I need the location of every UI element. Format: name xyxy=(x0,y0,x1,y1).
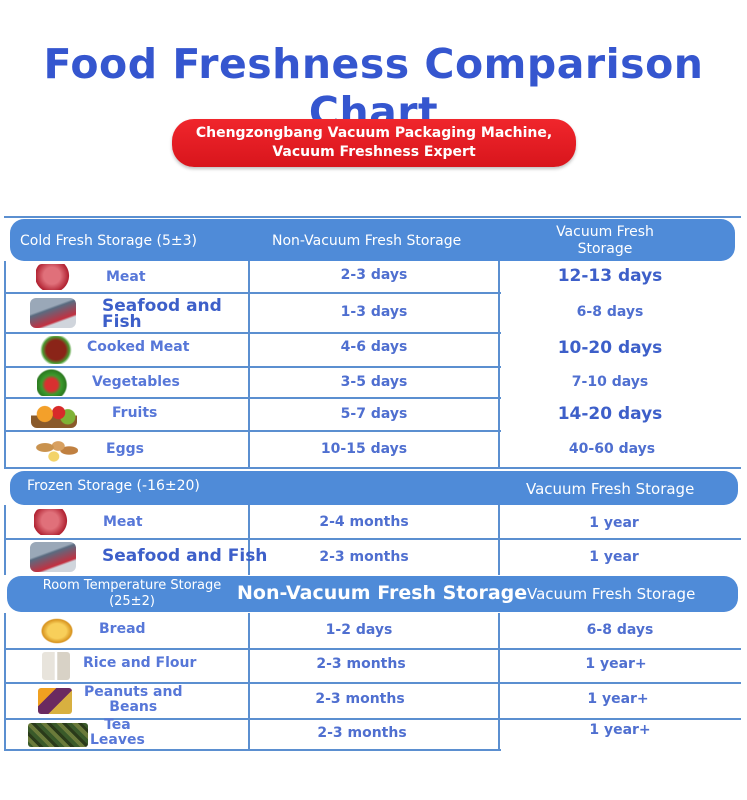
meat-icon xyxy=(36,264,76,290)
room-title-line1: Room Temperature Storage xyxy=(42,578,222,593)
food-label: Eggs xyxy=(106,441,144,457)
food-label: Meat xyxy=(106,269,146,285)
table-left-border xyxy=(4,505,6,575)
brand-badge: Chengzongbang Vacuum Packaging Machine, … xyxy=(172,119,576,167)
vacuum-value: 1 year+ xyxy=(589,722,651,738)
row-divider xyxy=(4,682,741,684)
page-title: Food Freshness Comparison Chart xyxy=(43,40,704,136)
non-vacuum-value: 1-3 days xyxy=(340,304,408,320)
row-divider xyxy=(4,292,501,294)
food-label: Fruits xyxy=(112,405,158,421)
non-vacuum-value: 2-3 months xyxy=(316,656,406,672)
vacuum-value: 40-60 days xyxy=(568,441,656,457)
col-non-vacuum-label: Non-Vacuum Fresh Storage xyxy=(272,233,462,249)
row-divider xyxy=(4,430,501,432)
row-divider xyxy=(4,366,501,368)
non-vacuum-value: 2-3 months xyxy=(315,691,405,707)
row-divider xyxy=(4,332,501,334)
non-vacuum-value: 4-6 days xyxy=(340,339,408,355)
row-divider xyxy=(4,467,741,469)
table-top-border xyxy=(4,216,741,218)
column-divider xyxy=(498,261,500,467)
bread-icon xyxy=(38,616,76,646)
frozen-col-vacuum-label: Vacuum Fresh Storage xyxy=(526,480,695,498)
vacuum-value: 1 year+ xyxy=(587,691,649,707)
non-vacuum-value: 3-5 days xyxy=(340,374,408,390)
col-vacuum-label-line2: Storage xyxy=(577,241,633,257)
non-vacuum-value: 2-4 months xyxy=(319,514,409,530)
food-label: Meat xyxy=(103,514,143,530)
room-col-non-vacuum-label: Non-Vacuum Fresh Storage xyxy=(237,582,528,604)
table-bottom-border xyxy=(4,749,501,751)
peanuts-beans-icon xyxy=(38,688,72,714)
food-label-line1: Peanuts and xyxy=(84,684,183,700)
cold-storage-title: Cold Fresh Storage (5±3) xyxy=(20,233,197,249)
row-divider xyxy=(4,538,741,540)
vacuum-value: 1 year xyxy=(589,515,639,531)
fish-icon xyxy=(30,298,76,328)
non-vacuum-value: 2-3 days xyxy=(340,267,408,283)
row-divider xyxy=(4,648,741,650)
col-vacuum-label-line1: Vacuum Fresh xyxy=(556,224,654,240)
column-divider xyxy=(498,613,500,749)
food-label-line2: Leaves xyxy=(90,732,145,748)
frozen-storage-title: Frozen Storage (-16±20) xyxy=(27,478,200,494)
food-label-line1: Seafood and xyxy=(102,296,222,316)
food-label: Cooked Meat xyxy=(87,339,190,355)
food-label: Rice and Flour xyxy=(83,655,197,671)
room-storage-header: Room Temperature Storage (25±2) Non-Vacu… xyxy=(7,576,738,612)
vacuum-value: 10-20 days xyxy=(557,338,663,358)
column-divider xyxy=(248,613,250,749)
vacuum-value: 7-10 days xyxy=(571,374,649,390)
frozen-storage-header: Frozen Storage (-16±20) Vacuum Fresh Sto… xyxy=(10,471,738,505)
column-divider xyxy=(498,505,500,575)
row-divider xyxy=(4,397,501,399)
tea-leaves-icon xyxy=(28,723,88,747)
table-left-border xyxy=(4,261,6,467)
food-label: Seafood and Fish xyxy=(102,546,268,566)
food-label-line1: Tea xyxy=(104,717,131,733)
non-vacuum-value: 5-7 days xyxy=(340,406,408,422)
rice-flour-icon xyxy=(42,652,70,680)
room-col-vacuum-label: Vacuum Fresh Storage xyxy=(527,585,696,603)
fish-icon xyxy=(30,542,76,572)
room-title-line2: (25±2) xyxy=(109,594,155,609)
column-divider xyxy=(248,505,250,575)
eggs-icon xyxy=(34,434,78,464)
non-vacuum-value: 1-2 days xyxy=(325,622,393,638)
food-label: Vegetables xyxy=(92,374,180,390)
column-divider xyxy=(248,261,250,467)
badge-line-2: Vacuum Freshness Expert xyxy=(272,144,476,160)
food-label: Tea Leaves xyxy=(90,718,145,748)
vacuum-value: 12-13 days xyxy=(557,266,663,286)
badge-line-1: Chengzongbang Vacuum Packaging Machine, xyxy=(195,125,553,141)
fruits-icon xyxy=(31,400,77,428)
vacuum-value: 14-20 days xyxy=(557,404,663,424)
room-storage-title: Room Temperature Storage (25±2) xyxy=(27,578,237,610)
cold-storage-header: Cold Fresh Storage (5±3) Non-Vacuum Fres… xyxy=(10,219,735,261)
food-label-line2: Beans xyxy=(109,699,158,715)
meat-icon xyxy=(34,509,74,535)
table-left-border xyxy=(4,613,6,749)
row-divider xyxy=(4,718,741,720)
cooked-meat-icon xyxy=(36,336,76,364)
non-vacuum-value: 2-3 months xyxy=(317,725,407,741)
food-label-line2: Fish xyxy=(102,312,142,332)
non-vacuum-value: 2-3 months xyxy=(319,549,409,565)
col-vacuum-label: Vacuum Fresh Storage xyxy=(520,224,690,258)
vacuum-value: 6-8 days xyxy=(586,622,654,638)
vacuum-value: 6-8 days xyxy=(576,304,644,320)
food-label: Bread xyxy=(99,621,146,637)
vacuum-value: 1 year xyxy=(589,549,639,565)
food-label: Seafood and Fish xyxy=(102,296,222,332)
non-vacuum-value: 10-15 days xyxy=(320,441,408,457)
vacuum-value: 1 year+ xyxy=(585,656,647,672)
vegetables-icon xyxy=(37,368,69,396)
freshness-table: Cold Fresh Storage (5±3) Non-Vacuum Fres… xyxy=(0,216,747,751)
food-label: Peanuts and Beans xyxy=(84,685,182,715)
